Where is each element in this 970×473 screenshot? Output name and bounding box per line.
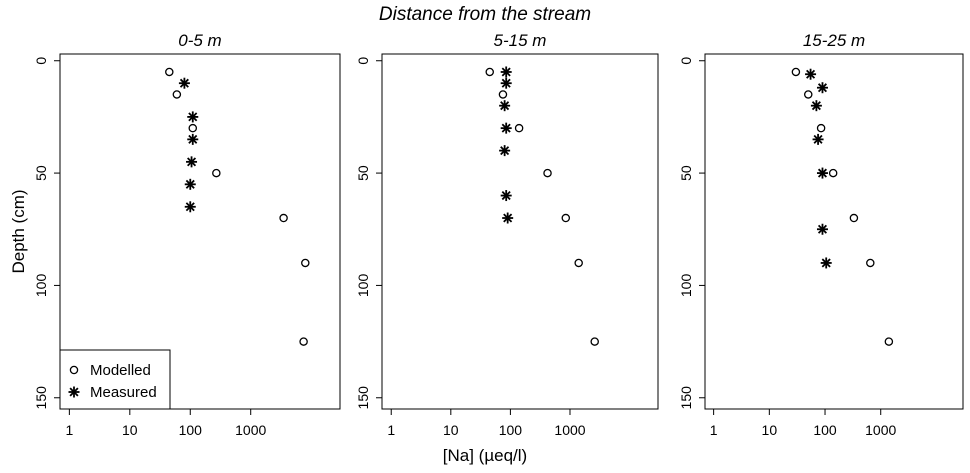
- point-measured: [178, 77, 190, 89]
- point-measured: [499, 100, 511, 112]
- point-measured: [820, 257, 832, 269]
- y-tick-label: 150: [33, 386, 49, 410]
- y-tick-label: 50: [678, 165, 694, 181]
- point-measured: [816, 82, 828, 94]
- y-tick-label: 0: [355, 57, 371, 65]
- point-modelled: [884, 337, 894, 346]
- x-tick-label: 1000: [235, 422, 266, 438]
- point-measured: [187, 111, 199, 123]
- x-tick-label: 10: [762, 422, 778, 438]
- point-modelled: [498, 90, 508, 99]
- legend-box: [59, 349, 171, 410]
- y-tick-label: 150: [355, 386, 371, 410]
- legend-label-measured: Measured: [90, 384, 157, 401]
- point-measured: [500, 190, 512, 202]
- panel-title: 15-25 m: [803, 31, 865, 50]
- point-measured: [500, 66, 512, 78]
- y-tick-label: 50: [355, 165, 371, 181]
- legend-label-modelled: Modelled: [90, 362, 151, 379]
- x-tick-label: 100: [179, 422, 203, 438]
- figure-suptitle: Distance from the stream: [378, 4, 592, 25]
- point-modelled: [165, 67, 174, 77]
- x-tick-label: 1000: [865, 422, 896, 438]
- y-tick-label: 0: [33, 57, 49, 65]
- legend-marker-modelled: [69, 365, 79, 375]
- point-modelled: [514, 123, 524, 133]
- plot-frame: [704, 53, 964, 410]
- point-measured: [816, 223, 828, 235]
- legend-marker-measured: [68, 386, 80, 398]
- panel-3: 15-25 m 1 10 100 1000 0 50 100 150: [678, 31, 964, 438]
- point-modelled: [590, 337, 599, 346]
- point-modelled: [301, 258, 310, 268]
- point-modelled: [816, 123, 826, 133]
- plot-frame: [59, 53, 341, 410]
- legend: Modelled Measured: [59, 349, 171, 410]
- point-measured: [500, 122, 512, 134]
- point-measured: [187, 133, 199, 145]
- x-tick-label: 100: [499, 422, 523, 438]
- panel-1: 0-5 m 1 10 100 1000 0 50 100 150 Depth (cm) Modell…: [9, 31, 341, 438]
- x-axis-label: [Na] (µeq/l): [442, 446, 528, 465]
- x-tick-label: 100: [813, 422, 837, 438]
- point-modelled: [212, 168, 221, 178]
- point-modelled: [804, 90, 813, 99]
- point-modelled: [849, 213, 859, 223]
- x-tick-label: 1: [65, 422, 73, 438]
- panel-title: 0-5 m: [178, 31, 221, 50]
- y-axis-label: Depth (cm): [9, 189, 28, 273]
- y-tick-label: 0: [678, 57, 694, 65]
- point-measured: [810, 100, 822, 112]
- point-modelled: [485, 67, 494, 77]
- point-measured: [184, 201, 196, 213]
- point-modelled: [574, 258, 583, 268]
- point-measured: [502, 212, 514, 224]
- x-tick-label: 1000: [554, 422, 585, 438]
- y-tick-label: 100: [355, 274, 371, 298]
- y-tick-label: 50: [33, 165, 49, 181]
- point-modelled: [543, 168, 552, 178]
- x-tick-label: 10: [122, 422, 138, 438]
- x-tick-label: 1: [387, 422, 395, 438]
- x-tick-label: 10: [443, 422, 459, 438]
- point-measured: [186, 156, 198, 168]
- point-measured: [816, 167, 828, 179]
- plot-frame: [381, 53, 659, 410]
- panel-title: 5-15 m: [494, 31, 547, 50]
- point-modelled: [299, 337, 308, 346]
- point-modelled: [172, 90, 182, 99]
- point-modelled: [188, 123, 198, 133]
- point-measured: [805, 68, 817, 80]
- point-measured: [184, 178, 196, 190]
- x-tick-label: 1: [710, 422, 718, 438]
- point-measured: [500, 77, 512, 89]
- point-modelled: [279, 213, 288, 223]
- point-modelled: [561, 213, 571, 223]
- point-modelled: [866, 258, 875, 268]
- panel-2: 5-15 m 1 10 100 1000 0 50 100 150: [355, 31, 659, 438]
- point-modelled: [828, 168, 838, 178]
- point-measured: [812, 133, 824, 145]
- point-measured: [499, 145, 511, 157]
- y-tick-label: 100: [678, 274, 694, 298]
- point-modelled: [791, 67, 801, 77]
- y-tick-label: 100: [33, 274, 49, 298]
- y-tick-label: 150: [678, 386, 694, 410]
